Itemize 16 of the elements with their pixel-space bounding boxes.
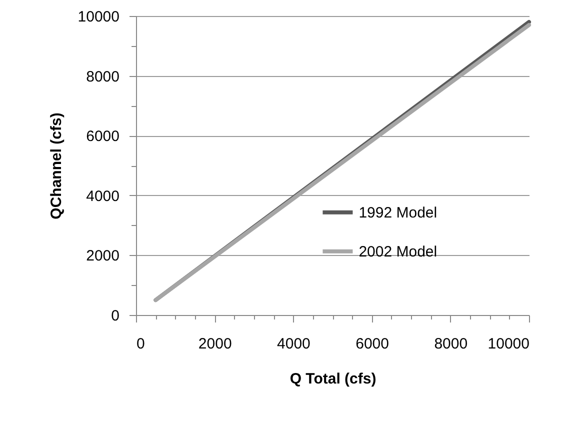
y-axis-title: QChannel (cfs) bbox=[48, 112, 65, 220]
legend-label: 1992 Model bbox=[358, 204, 438, 222]
y-tick-label: 4000 bbox=[86, 188, 120, 205]
x-tick-label: 0 bbox=[136, 336, 145, 352]
y-tick-label: 0 bbox=[111, 308, 120, 324]
y-tick-label: 10000 bbox=[78, 8, 120, 26]
y-tick-label: 2000 bbox=[86, 248, 120, 265]
x-tick-label: 8000 bbox=[434, 336, 468, 352]
legend-label: 2002 Model bbox=[358, 243, 438, 260]
x-tick-label: 10000 bbox=[488, 336, 530, 352]
y-tick-label: 8000 bbox=[86, 68, 120, 86]
x-axis-title: Q Total (cfs) bbox=[290, 370, 376, 388]
y-tick-label: 6000 bbox=[86, 128, 120, 146]
x-tick-label: 2000 bbox=[198, 336, 232, 352]
x-tick-label: 4000 bbox=[277, 336, 310, 352]
x-tick-label: 6000 bbox=[356, 336, 389, 352]
